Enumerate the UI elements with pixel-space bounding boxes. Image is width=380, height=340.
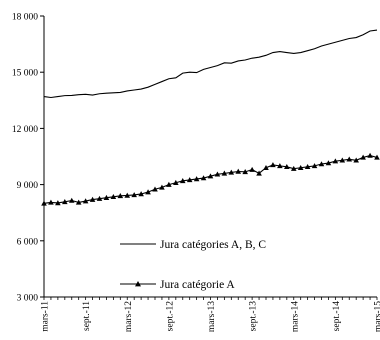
y-tick-label: 6 000 [17,237,39,247]
y-tick-label: 12 000 [12,125,38,135]
data-point-marker [235,168,242,174]
data-point-marker [166,181,172,187]
legend: Jura catégories A, B, C Jura catégorie A [120,239,266,291]
data-point-marker [62,199,68,205]
x-tick-label: sept.-13 [249,301,259,332]
data-point-marker [318,161,325,167]
legend-label-a: Jura catégorie A [160,279,235,291]
data-point-marker [374,154,380,160]
x-tick-label: sept.-14 [332,301,342,332]
data-point-marker [96,195,103,201]
data-point-marker [367,152,373,158]
data-point-marker [103,194,110,200]
data-point-marker [124,192,131,198]
data-point-marker [152,186,158,192]
x-tick-label: sept.-12 [165,301,175,332]
data-point-marker [82,198,89,204]
x-tick-label: mars-11 [41,301,51,332]
data-point-marker [346,156,353,162]
x-tick-label: mars-15 [374,301,380,332]
y-tick-label: 9 000 [17,181,39,191]
y-axis: 3 000 6 000 9 000 12 000 15 000 18 000 [12,13,45,304]
data-point-marker [159,184,165,190]
data-point-marker [249,166,255,172]
data-point-marker [339,157,346,163]
x-tick-label: mars-13 [207,301,217,332]
legend-marker-triangle-icon [135,281,141,287]
data-point-marker [173,179,179,185]
legend-label-abc: Jura catégories A, B, C [160,239,266,251]
data-point-marker [186,177,193,183]
data-point-marker [55,200,61,206]
data-point-marker [75,199,82,205]
data-point-marker [277,163,283,169]
data-point-marker [332,158,339,164]
y-tick-label: 15 000 [12,69,38,79]
data-point-marker [145,189,151,195]
data-point-marker [353,157,359,163]
x-tick-label: mars-12 [124,301,134,332]
data-point-marker [207,173,214,179]
data-point-marker [214,171,221,177]
data-point-marker [325,160,332,166]
data-point-marker [297,164,304,170]
data-point-marker [193,176,200,182]
series-line-1 [43,154,378,204]
data-point-marker [89,196,96,202]
data-point-marker [179,178,186,184]
data-point-marker [256,170,262,176]
data-point-marker [138,191,144,197]
y-tick-label: 18 000 [12,13,38,23]
series-line-0 [43,29,378,99]
data-point-marker [360,154,366,160]
data-point-marker [263,164,269,170]
data-point-marker [270,162,276,168]
data-point-marker [304,164,311,170]
data-point-marker [41,200,47,206]
data-point-marker [110,193,117,200]
data-point-marker [284,164,290,170]
data-point-marker [200,175,207,181]
data-point-marker [228,169,235,175]
x-tick-label: mars-14 [290,301,300,332]
data-point-marker [48,199,54,205]
data-point-marker [221,170,228,176]
data-point-marker [311,163,318,169]
data-point-marker [117,193,124,199]
data-point-marker [68,197,75,203]
y-ticks: 3 000 6 000 9 000 12 000 15 000 18 000 [12,13,44,304]
x-axis: mars-11 sept.-11 mars-12 sept.-12 mars-13 sep… [41,296,380,332]
y-tick-label: 3 000 [17,294,39,304]
data-point-marker [290,165,297,171]
data-point-marker [131,192,137,198]
data-point-marker [242,169,248,175]
x-ticks: mars-11 sept.-11 mars-12 sept.-12 mars-13 sep… [41,297,380,332]
x-tick-label: sept.-11 [82,301,92,331]
series-group [41,29,380,206]
